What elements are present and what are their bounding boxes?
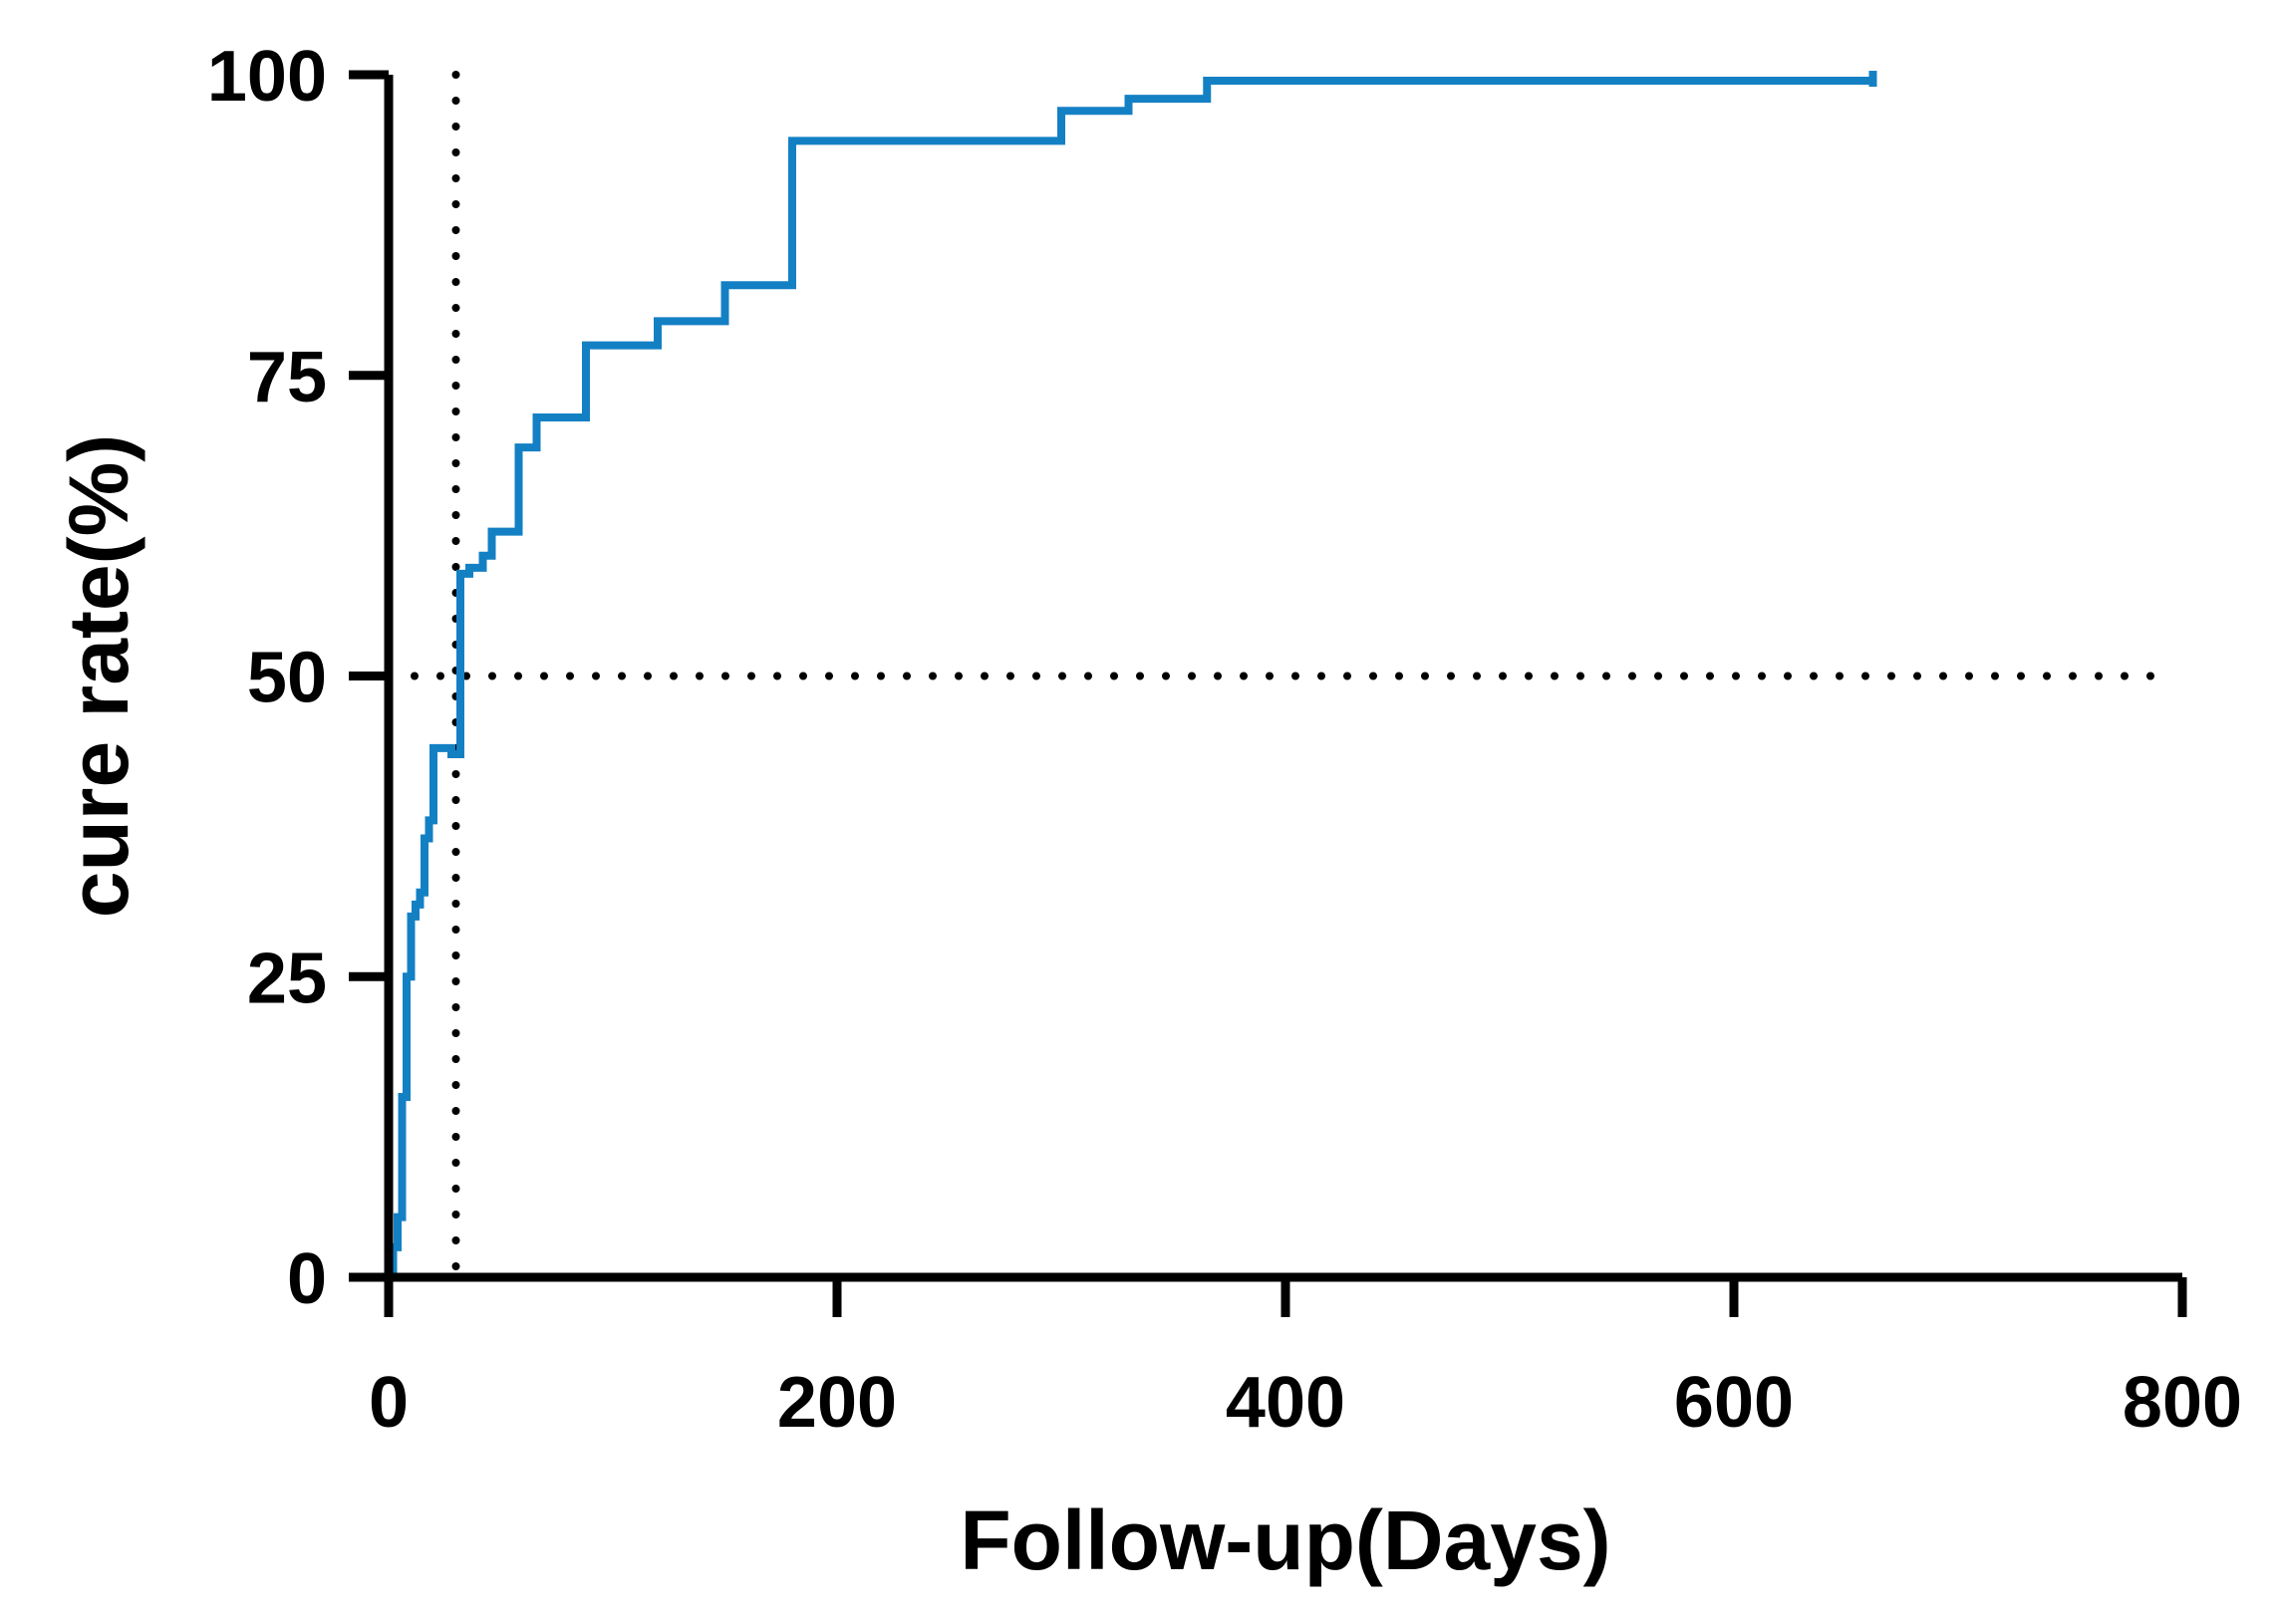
x-tick-label: 400: [1226, 1363, 1345, 1443]
cure-rate-step-line: [389, 77, 1873, 1281]
series-layer: [389, 71, 1877, 1281]
ticks: 0 25 50 75 100 0 200 400 600 800: [207, 37, 2242, 1443]
y-tick-label: 75: [247, 338, 327, 417]
axes: [384, 75, 2182, 1282]
y-axis-title: cure rate(%): [52, 434, 145, 919]
y-tick-label: 100: [207, 37, 327, 117]
x-tick-label: 800: [2123, 1363, 2242, 1443]
reference-lines: [385, 71, 2156, 1281]
y-tick-label: 25: [247, 939, 327, 1018]
x-tick-label: 200: [777, 1363, 897, 1443]
x-tick-label: 0: [369, 1363, 409, 1443]
y-tick-label: 0: [287, 1239, 327, 1319]
y-tick-label: 50: [247, 639, 327, 718]
x-axis-title: Follow-up(Days): [960, 1493, 1610, 1587]
x-tick-label: 600: [1674, 1363, 1794, 1443]
